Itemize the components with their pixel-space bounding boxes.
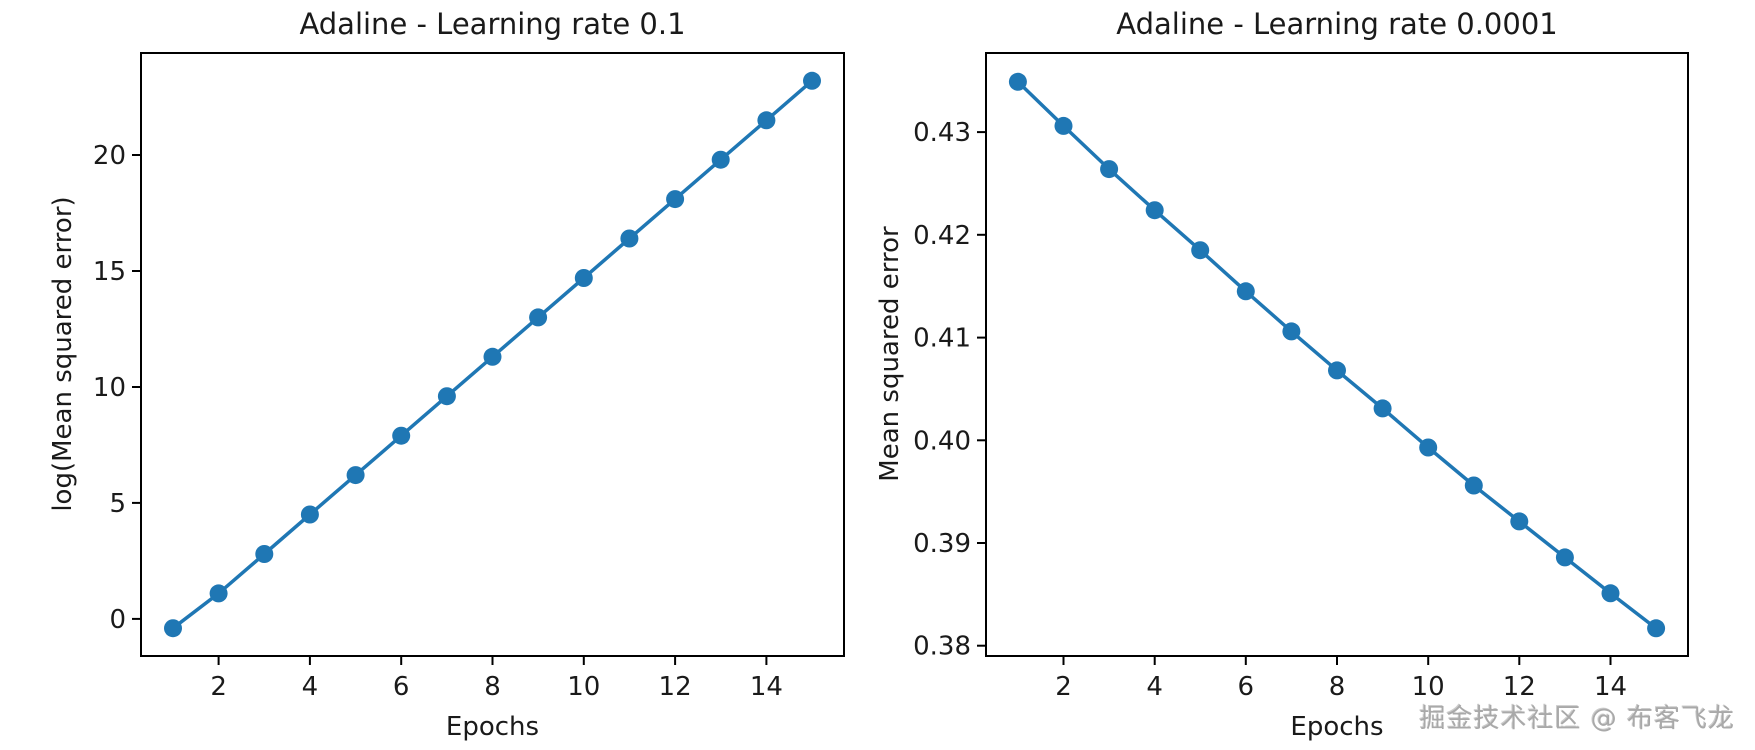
axis-frame <box>985 52 1689 657</box>
data-point <box>1419 438 1438 457</box>
watermark: 掘金技术社区 @ 布客飞龙 <box>1419 704 1735 734</box>
y-tick-label: 5 <box>109 489 126 519</box>
x-tick-label: 10 <box>1412 672 1445 702</box>
data-point <box>711 150 730 169</box>
data-point <box>757 111 776 130</box>
x-tick-label: 14 <box>750 672 783 702</box>
x-tick-label: 8 <box>1329 672 1346 702</box>
data-point <box>803 71 821 90</box>
y-tick-label: 15 <box>93 257 126 287</box>
x-tick-label: 6 <box>393 672 410 702</box>
y-tick-label: 0.42 <box>913 221 971 251</box>
y-tick-label: 0.40 <box>913 426 971 456</box>
right-chart: Adaline - Learning rate 0.0001 Mean squa… <box>875 0 1755 750</box>
left-chart-xlabel: Epochs <box>445 712 540 742</box>
data-point <box>1054 116 1073 135</box>
data-point <box>666 190 685 209</box>
y-tick-label: 10 <box>93 373 126 403</box>
right-chart-canvas: 2 4 6 8 10 12 14 0.38 0.39 0.40 0.41 0.42 0.43 <box>913 52 1689 702</box>
y-tick-label: 0.43 <box>913 118 971 148</box>
x-tick-label: 4 <box>1146 672 1163 702</box>
data-point <box>437 387 456 406</box>
data-point <box>300 505 319 524</box>
data-point <box>255 545 274 563</box>
x-tick-label: 14 <box>1594 672 1627 702</box>
x-tick-label: 4 <box>302 672 319 702</box>
data-point <box>1601 584 1620 603</box>
y-tick-label: 20 <box>93 141 126 171</box>
data-point <box>164 619 182 638</box>
x-tick-label: 12 <box>1503 672 1536 702</box>
left-chart: Adaline - Learning rate 0.1 log(Mean squ… <box>48 7 845 742</box>
data-point <box>1145 201 1164 220</box>
data-point <box>483 347 502 366</box>
x-tick-label: 2 <box>1055 672 1072 702</box>
data-point <box>346 466 365 485</box>
y-tick-label: 0.38 <box>913 632 971 662</box>
y-tick-label: 0.41 <box>913 324 971 354</box>
y-tick-label: 0.39 <box>913 529 971 559</box>
x-tick-label: 10 <box>567 672 600 702</box>
left-chart-canvas: 2 4 6 8 10 12 14 0 5 10 15 20 <box>93 52 845 702</box>
data-point <box>1282 322 1301 341</box>
data-point <box>1236 282 1255 301</box>
data-point <box>209 584 228 603</box>
x-tick-label: 8 <box>484 672 501 702</box>
data-point <box>1008 72 1027 91</box>
data-point <box>1510 512 1529 531</box>
data-point <box>1100 160 1119 179</box>
left-chart-title: Adaline - Learning rate 0.1 <box>299 7 686 41</box>
y-tick-label: 0 <box>109 605 126 635</box>
data-point <box>574 269 593 287</box>
x-tick-label: 6 <box>1238 672 1255 702</box>
data-point <box>1647 619 1666 638</box>
data-point <box>1464 476 1483 495</box>
data-point <box>1328 361 1346 380</box>
data-point <box>620 229 639 248</box>
x-tick-label: 12 <box>659 672 692 702</box>
x-tick-label: 2 <box>210 672 227 702</box>
data-point <box>1191 241 1210 260</box>
right-chart-xlabel: Epochs <box>1290 712 1384 742</box>
right-chart-title: Adaline - Learning rate 0.0001 <box>1116 7 1558 41</box>
data-point <box>1555 548 1574 567</box>
data-point <box>1373 399 1392 418</box>
data-point <box>529 308 548 327</box>
data-point <box>392 426 411 445</box>
